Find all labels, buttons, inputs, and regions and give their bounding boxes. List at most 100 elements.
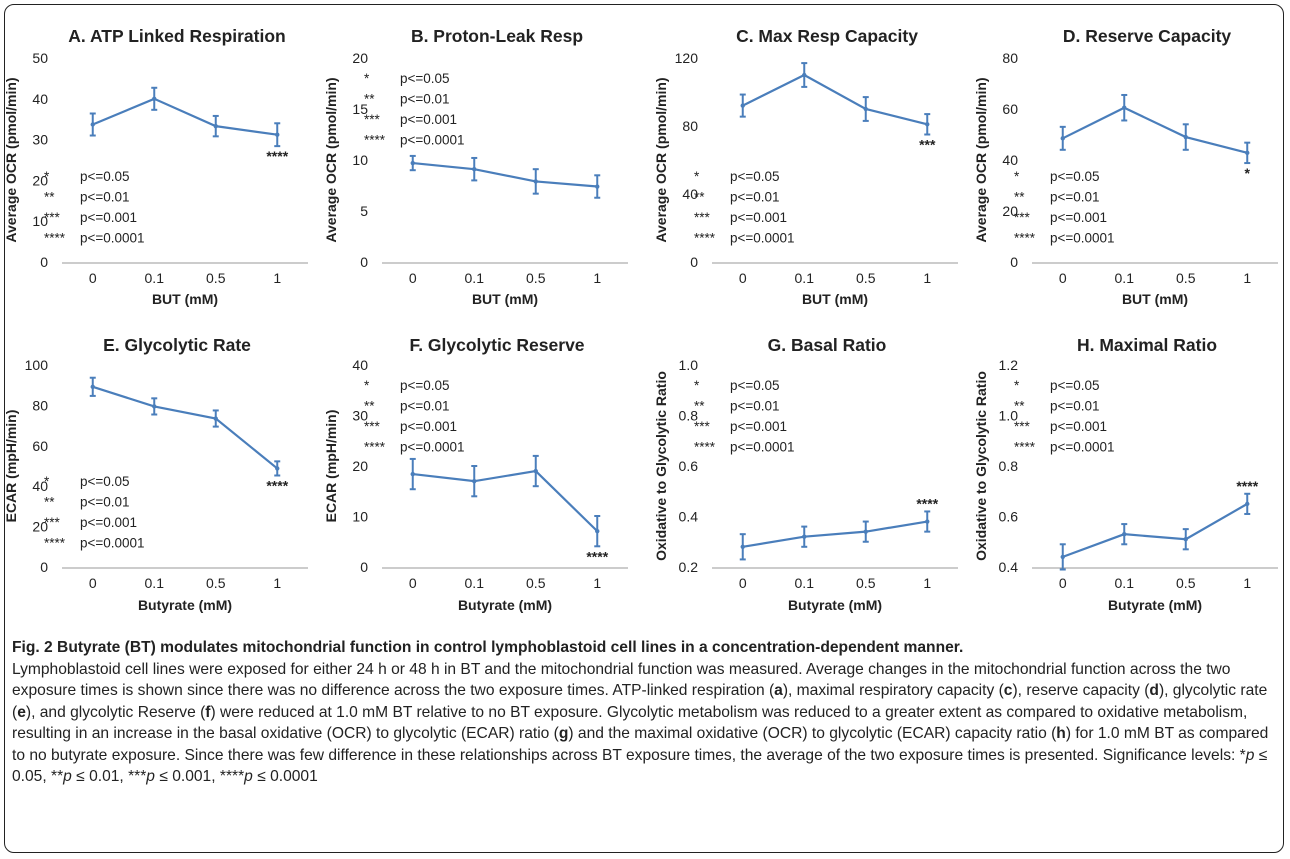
x-tick-label: 0.5 <box>1176 575 1196 591</box>
x-tick-label: 0.5 <box>856 270 876 286</box>
y-tick-label: 0 <box>1010 254 1018 270</box>
series-line <box>1062 502 1248 558</box>
y-tick-label: 15 <box>352 101 368 117</box>
chart-title: H. Maximal Ratio <box>1077 335 1217 355</box>
x-tick-label: 1 <box>923 270 931 286</box>
data-point <box>533 179 538 184</box>
significance-legend: * p<=0.05 ** p<=0.01 *** p<=0.001 **** p<=0.000… <box>694 169 795 246</box>
legend-pvalue: p<=0.0001 <box>1050 231 1115 246</box>
chart-panel-c: C. Max Resp Capacity 0 40 80 120 Average OCR … <box>653 26 958 307</box>
legend-stars: ** <box>694 190 705 205</box>
chart-panel-a: A. ATP Linked Respiration01020304050Aver… <box>3 26 308 307</box>
y-axis-label: Average OCR (pmol/min) <box>653 77 669 242</box>
legend-stars: * <box>694 378 700 393</box>
legend-pvalue: p<=0.001 <box>1050 419 1107 434</box>
legend-pvalue: p<=0.01 <box>1050 190 1100 205</box>
x-tick-label: 0.1 <box>145 270 165 286</box>
chart-title: F. Glycolytic Reserve <box>409 335 584 355</box>
data-point <box>1183 134 1188 140</box>
x-tick-label: 0.1 <box>1115 575 1135 591</box>
data-point <box>213 416 218 421</box>
legend-pvalue: p<=0.01 <box>80 495 130 510</box>
y-tick-label: 80 <box>1002 50 1018 66</box>
y-tick-label: 40 <box>1002 152 1018 168</box>
legend-stars: *** <box>1014 419 1031 434</box>
figure-frame <box>4 4 1284 853</box>
legend-pvalue: p<=0.05 <box>1050 169 1100 184</box>
legend-stars: * <box>1014 378 1020 393</box>
significance-marker: **** <box>266 148 288 164</box>
data-point <box>863 529 868 534</box>
legend-stars: *** <box>44 515 61 530</box>
legend-stars: *** <box>694 419 711 434</box>
legend-stars: *** <box>1014 210 1031 225</box>
legend-pvalue: p<=0.01 <box>1050 399 1100 414</box>
data-point <box>740 544 745 549</box>
x-tick-label: 0.1 <box>795 575 815 591</box>
legend-pvalue: p<=0.0001 <box>80 231 145 246</box>
y-tick-label: 50 <box>32 50 48 66</box>
y-axis-label: ECAR (mpH/min) <box>3 410 19 523</box>
data-point <box>1122 105 1127 110</box>
y-tick-label: 10 <box>352 152 368 168</box>
legend-pvalue: p<=0.001 <box>80 515 137 530</box>
chart-title: G. Basal Ratio <box>768 335 887 355</box>
y-tick-label: 20 <box>32 519 48 535</box>
y-axis-label: Average OCR (pmol/min) <box>3 77 19 242</box>
data-point <box>802 72 807 78</box>
y-axis-label: Average OCR (pmol/min) <box>323 77 339 242</box>
legend-pvalue: p<=0.0001 <box>730 231 795 246</box>
data-point <box>410 471 415 477</box>
legend-stars: ** <box>1014 399 1025 414</box>
legend-pvalue: p<=0.05 <box>730 169 780 184</box>
chart-title: B. Proton-Leak Resp <box>411 26 583 46</box>
x-tick-label: 0 <box>739 270 747 286</box>
y-tick-label: 5 <box>360 203 368 219</box>
x-tick-label: 0.1 <box>465 270 485 286</box>
y-tick-label: 40 <box>32 478 48 494</box>
data-point <box>925 519 930 524</box>
y-tick-label: 0.6 <box>679 458 699 474</box>
x-tick-label: 0.5 <box>526 575 546 591</box>
chart-title: D. Reserve Capacity <box>1063 26 1232 46</box>
y-tick-label: 0 <box>360 559 368 575</box>
legend-pvalue: p<=0.001 <box>730 419 787 434</box>
legend-stars: ** <box>364 399 375 414</box>
legend-stars: ** <box>44 190 55 205</box>
data-point <box>863 106 868 112</box>
data-point <box>1245 501 1250 507</box>
legend-stars: * <box>44 474 50 489</box>
x-tick-label: 1 <box>1243 270 1251 286</box>
y-tick-label: 0.4 <box>999 559 1019 575</box>
data-point <box>1060 554 1065 560</box>
legend-pvalue: p<=0.0001 <box>400 133 465 148</box>
legend-stars: ** <box>1014 190 1025 205</box>
legend-stars: **** <box>1014 440 1036 455</box>
x-axis-label: BUT (mM) <box>152 291 218 307</box>
x-tick-label: 0.5 <box>206 575 226 591</box>
series-line <box>92 97 278 136</box>
data-point <box>533 468 538 474</box>
series-line <box>1062 106 1248 154</box>
y-tick-label: 60 <box>1002 101 1018 117</box>
y-tick-label: 10 <box>32 213 48 229</box>
legend-pvalue: p<=0.001 <box>80 210 137 225</box>
significance-legend: * p<=0.05 ** p<=0.01 *** p<=0.001 **** p<=0.000… <box>364 378 465 455</box>
x-tick-label: 0.5 <box>856 575 876 591</box>
legend-stars: * <box>364 71 370 86</box>
legend-pvalue: p<=0.01 <box>730 190 780 205</box>
x-axis-label: Butyrate (mM) <box>788 597 882 613</box>
legend-pvalue: p<=0.0001 <box>80 536 145 551</box>
data-point <box>90 384 95 390</box>
data-point <box>152 404 157 409</box>
legend-stars: * <box>1014 169 1020 184</box>
legend-pvalue: p<=0.001 <box>730 210 787 225</box>
legend-stars: **** <box>694 440 716 455</box>
y-tick-label: 40 <box>32 91 48 107</box>
series-line <box>742 73 928 126</box>
legend-pvalue: p<=0.001 <box>400 112 457 127</box>
chart-panel-g: G. Basal Ratio 0.2 0.4 0.6 0.8 1.0 Oxidative t… <box>653 335 958 613</box>
y-axis-label: Average OCR (pmol/min) <box>973 77 989 242</box>
x-tick-label: 0.1 <box>145 575 165 591</box>
